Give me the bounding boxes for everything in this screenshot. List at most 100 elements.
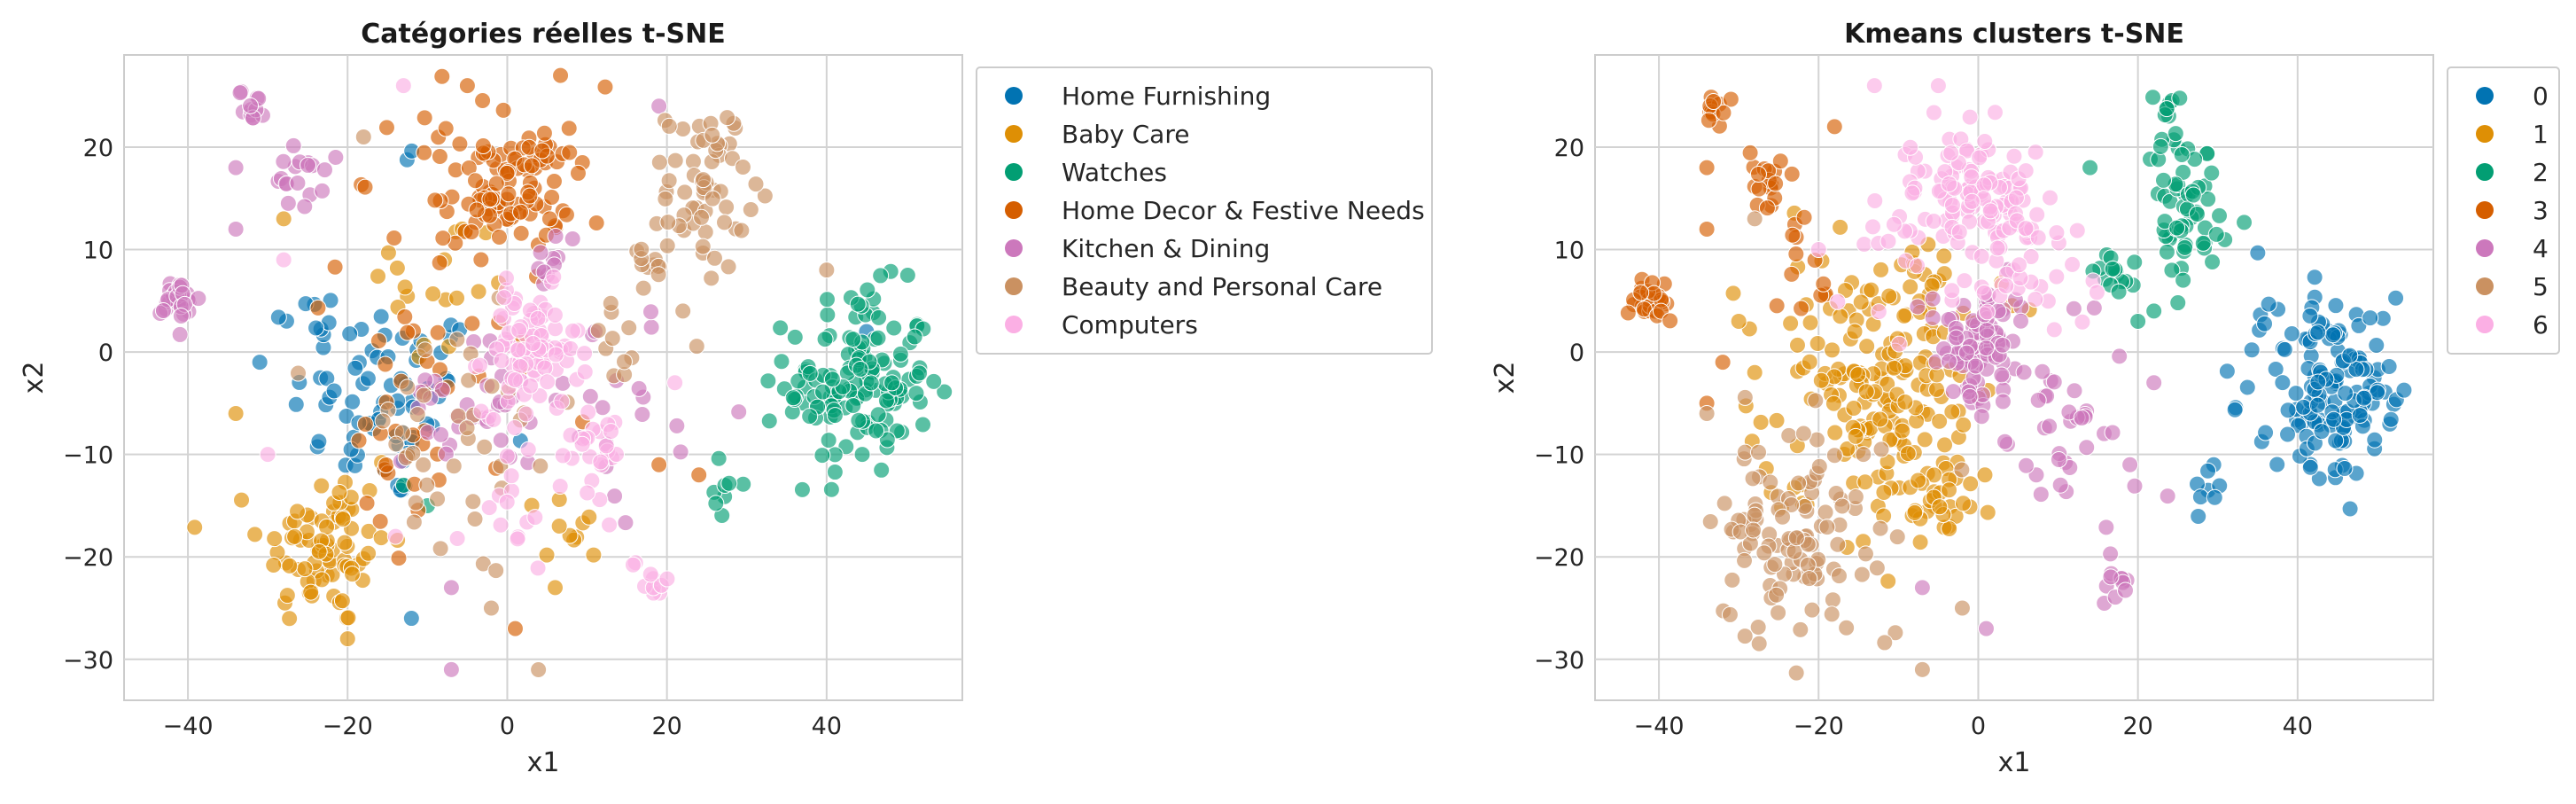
data-point [1856, 473, 1874, 491]
data-point [573, 435, 591, 453]
legend-marker-2 [2476, 163, 2494, 181]
data-point [1736, 551, 1754, 569]
data-point [415, 386, 432, 404]
data-point [820, 432, 837, 449]
data-point [869, 406, 887, 424]
data-point [442, 579, 460, 597]
data-point [287, 395, 305, 413]
data-point [1746, 506, 1763, 524]
data-point [358, 495, 376, 512]
data-point [451, 135, 469, 152]
legend-box [2447, 66, 2560, 355]
data-point [1943, 282, 1961, 300]
data-point [487, 562, 505, 580]
data-point [580, 508, 598, 526]
y-tick-label: 0 [98, 340, 113, 367]
data-point [630, 379, 648, 397]
data-point [502, 467, 520, 485]
legend-marker-1 [2476, 125, 2494, 143]
data-point [1940, 481, 1957, 499]
data-point [2238, 379, 2256, 396]
data-point [1698, 159, 1716, 176]
data-point [2088, 284, 2105, 301]
data-point [2129, 312, 2147, 330]
data-point [506, 419, 524, 437]
data-point [1954, 495, 1972, 512]
data-point [492, 432, 510, 449]
data-point [2012, 312, 2029, 330]
data-point [1950, 223, 1968, 241]
data-point [816, 331, 834, 348]
legend-label-computers: Computers [1062, 310, 1198, 340]
data-point [1767, 175, 1785, 192]
data-point [877, 392, 895, 410]
data-point [2301, 458, 2319, 476]
data-point [1752, 413, 1770, 431]
data-point [660, 117, 678, 135]
data-point [801, 364, 819, 382]
data-point [1818, 519, 1836, 536]
x-tick-label: −40 [163, 713, 214, 740]
data-point [1993, 366, 2011, 384]
data-point [307, 319, 325, 337]
data-point [550, 518, 568, 535]
data-point [394, 77, 412, 95]
data-point [1935, 247, 1953, 265]
data-point [377, 456, 395, 473]
data-point [1817, 503, 1834, 521]
data-point [492, 516, 510, 534]
y-tick-label: 20 [1554, 135, 1584, 162]
data-point [1832, 218, 1849, 236]
data-point [852, 361, 869, 379]
data-point [2167, 125, 2184, 143]
data-point [309, 299, 327, 316]
data-point [818, 291, 836, 308]
data-point [359, 370, 377, 387]
legend-marker-4 [2476, 239, 2494, 257]
data-point [275, 210, 292, 228]
data-point [592, 453, 610, 471]
data-point [1845, 399, 1863, 417]
data-point [672, 443, 689, 461]
data-point [869, 329, 887, 347]
data-point [2355, 389, 2373, 407]
data-point [2194, 234, 2212, 252]
data-point [906, 328, 923, 346]
data-point [2184, 186, 2202, 204]
data-point [2064, 255, 2082, 273]
data-point [402, 610, 420, 628]
legend-label-5: 5 [2533, 272, 2549, 301]
data-point [2050, 451, 2067, 469]
data-point [1750, 635, 1768, 652]
y-tick-label: −10 [63, 442, 113, 470]
data-point [650, 98, 668, 115]
data-point [1730, 312, 1747, 330]
data-point [2168, 219, 2186, 237]
data-point [356, 415, 374, 433]
data-point [2017, 162, 2035, 180]
data-point [2347, 361, 2365, 379]
data-point [822, 480, 840, 498]
data-point [538, 546, 556, 564]
data-point [1863, 281, 1880, 299]
data-point [707, 495, 725, 512]
data-point [580, 403, 597, 421]
data-point [492, 307, 510, 324]
data-point [1961, 387, 1979, 405]
legend-label-0: 0 [2533, 82, 2549, 111]
data-point [2308, 396, 2326, 414]
data-point [2048, 223, 2066, 241]
chart-title: Catégories réelles t-SNE [361, 19, 725, 50]
data-point [650, 266, 667, 284]
data-point [747, 176, 765, 193]
data-point [1849, 366, 1867, 384]
data-point [530, 660, 548, 678]
legend: 0 1 2 3 4 5 6 [2447, 66, 2560, 355]
data-point [1829, 293, 1847, 310]
data-point [1750, 443, 1768, 461]
data-point [1973, 408, 1990, 425]
data-point [2336, 459, 2354, 477]
data-point [693, 208, 711, 226]
data-point [464, 493, 482, 511]
data-point [2276, 340, 2293, 358]
